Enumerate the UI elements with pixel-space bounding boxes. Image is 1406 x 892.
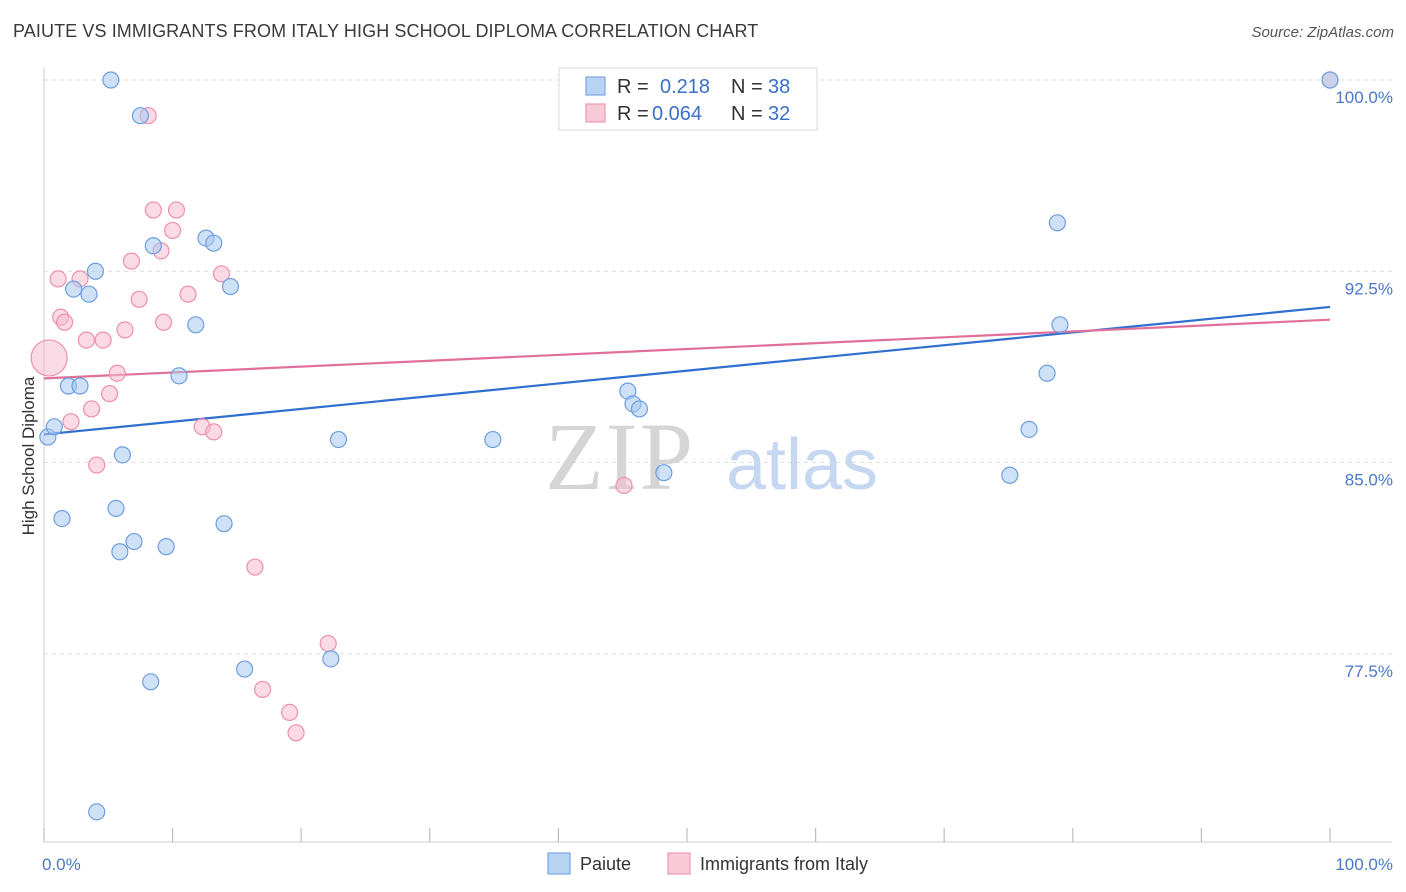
x-tick-label: 100.0% [1335,855,1393,874]
data-point-italy [281,703,299,722]
data-point-italy [88,456,106,474]
data-point-paiute [484,430,502,449]
data-point-paiute [64,280,83,298]
data-point-italy [116,321,134,339]
data-point-paiute [71,377,89,395]
data-point-paiute [86,262,105,280]
x-tick-label: 0.0% [42,855,81,874]
bottom-legend: Paiute Immigrants from Italy [547,852,868,875]
data-point-paiute [107,499,125,517]
points-layer [30,71,1339,821]
data-point-italy [179,285,197,303]
data-point-paiute [187,316,205,334]
data-point-italy [49,270,67,288]
y-tick-label: 100.0% [1335,88,1393,107]
data-point-italy [108,364,126,382]
data-point-paiute [221,277,240,296]
data-point-paiute [655,464,673,482]
ylabels-layer: 100.0% 92.5% 85.0% 77.5% [1335,88,1393,681]
data-point-italy [62,413,80,431]
data-point-italy [94,331,112,349]
data-point-italy [144,201,162,219]
data-point-italy [164,221,182,240]
data-point-italy [100,385,119,403]
data-point-paiute [1038,364,1056,382]
data-point-paiute [142,673,160,691]
data-point-italy [287,724,305,742]
data-point-italy [319,634,337,653]
data-point-paiute [157,538,175,556]
data-point-italy [254,680,272,699]
data-point-paiute [144,237,162,255]
data-point-paiute [1001,466,1019,484]
legend-n-value-paiute: 38 [768,76,790,98]
data-point-italy [122,252,141,270]
data-point-italy [55,313,74,331]
legend-r-label-paiute: R = [617,76,649,98]
chart-source: Source: ZipAtlas.com [1251,24,1394,41]
legend-n-label-paiute: N = [731,76,763,98]
legend-n-value-italy: 32 [768,103,790,125]
data-point-italy [82,400,101,418]
chart-title: PAIUTE VS IMMIGRANTS FROM ITALY HIGH SCH… [13,21,759,41]
data-point-paiute [88,803,106,821]
data-point-paiute [80,285,98,303]
bottom-legend-swatch-paiute [547,852,571,875]
data-point-paiute [111,543,129,561]
trend-layer [43,305,1331,436]
data-point-italy [30,339,68,377]
data-point-paiute [1020,420,1038,438]
data-point-paiute [53,509,71,528]
axis-layer: 0.0% 100.0% [42,68,1393,874]
data-point-italy [130,290,148,308]
data-point-italy [212,265,231,283]
y-tick-label: 92.5% [1345,279,1393,298]
data-point-italy [246,558,264,576]
legend-n-label-italy: N = [731,103,763,125]
data-point-italy [77,331,96,349]
data-point-paiute [630,400,649,418]
data-point-paiute [102,71,120,89]
data-point-paiute [236,660,254,678]
y-tick-label: 85.0% [1345,471,1393,490]
legend-swatch-italy [585,103,606,123]
data-point-paiute [113,446,132,464]
data-point-paiute [1048,214,1066,232]
data-point-paiute [322,650,340,668]
bottom-legend-swatch-italy [667,852,691,875]
legend-r-value-paiute: 0.218 [660,76,710,98]
watermark-zip: ZIP [545,403,695,510]
trend-line-paiute [43,305,1331,436]
bottom-legend-label-italy: Immigrants from Italy [700,854,868,874]
y-tick-label: 77.5% [1345,662,1393,681]
data-point-paiute [131,107,150,125]
trend-line-italy [43,318,1331,380]
watermark-atlas: atlas [726,425,878,505]
bottom-legend-label-paiute: Paiute [580,854,631,874]
data-point-paiute [205,234,223,252]
data-point-paiute [1051,316,1069,334]
legend-r-value-italy: 0.064 [652,103,702,125]
legend-swatch-paiute [585,76,606,96]
legend-r-label-italy: R = [617,103,649,125]
data-point-paiute [329,430,348,449]
data-point-paiute [45,418,63,436]
data-point-italy [167,201,186,219]
data-point-italy [154,313,173,331]
data-point-paiute [1321,71,1339,89]
data-point-paiute [215,515,233,533]
data-point-paiute [125,532,143,551]
data-point-italy [615,476,633,495]
data-point-italy [205,423,223,441]
y-axis-title: High School Diploma [19,376,38,535]
watermark: ZIP atlas [545,403,878,510]
data-point-paiute [170,367,188,385]
top-legend: R = 0.218 N = 38 R = 0.064 N = 32 [558,67,818,131]
